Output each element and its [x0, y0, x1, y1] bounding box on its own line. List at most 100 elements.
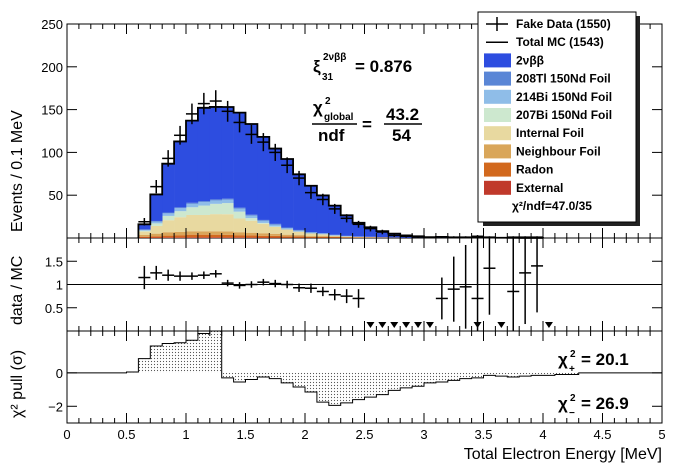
chi-global-denominator: 54	[392, 126, 411, 145]
ratio-zero-marker	[473, 322, 482, 328]
stack-bar	[269, 235, 282, 238]
stack-bar	[245, 220, 258, 233]
stack-bar	[269, 233, 282, 236]
stack-bar	[293, 174, 306, 230]
stack-bar	[352, 222, 365, 237]
legend-label: Radon	[516, 163, 553, 177]
pull-bar	[388, 372, 401, 391]
legend: Fake Data (1550) Total MC (1543) 2νββ 208Tl…	[477, 11, 640, 226]
pull-bar	[554, 372, 567, 375]
x-tick-label: 1	[182, 427, 189, 442]
x-tick-label: 3	[420, 427, 427, 442]
stack-bar	[174, 141, 187, 208]
stack-bar	[197, 231, 211, 235]
main-ytick-label: 200	[41, 60, 63, 75]
stack-bar	[138, 235, 151, 237]
pull-bar	[221, 372, 234, 378]
legend-swatch	[484, 53, 511, 68]
stack-bar	[257, 235, 270, 238]
stack-bar	[186, 234, 199, 238]
stack-bar	[186, 214, 199, 232]
pull-bar	[186, 340, 199, 373]
stack-bar	[245, 214, 258, 216]
pull-bar	[233, 372, 246, 383]
stack-bar	[138, 236, 151, 238]
pull-bar	[209, 331, 222, 373]
pull-bar	[162, 343, 175, 373]
stack-bar	[233, 232, 246, 236]
stack-bar	[233, 208, 246, 212]
pull-bar	[174, 342, 187, 373]
xi-subscript: 31	[322, 72, 334, 83]
pull-bar	[543, 372, 556, 376]
pull-bar	[435, 372, 448, 383]
stack-bar	[269, 148, 282, 224]
pull-bar	[305, 372, 318, 393]
stack-bar	[162, 215, 175, 221]
stack-bar	[150, 223, 163, 226]
stack-bar	[305, 185, 318, 233]
ratio-zero-marker	[544, 322, 553, 328]
main-ytick-label: 150	[41, 103, 63, 118]
stack-bar	[305, 236, 318, 237]
pull-bar	[293, 372, 306, 388]
legend-swatch	[484, 162, 511, 177]
stack-bar	[174, 208, 187, 212]
chi-plus-value: = 20.1	[581, 350, 629, 369]
pull-ytick-label: −2	[48, 399, 63, 414]
stack-bar	[257, 223, 270, 234]
chi-minus-annotation: χ 2 − = 26.9	[558, 393, 629, 419]
ratio-ytick-label: 1	[56, 278, 63, 293]
pull-bar	[245, 372, 258, 380]
stack-bar	[162, 163, 175, 213]
chi-plus-annotation: χ 2 + = 20.1	[558, 349, 629, 375]
stack-bar	[316, 236, 330, 238]
stack-bar	[209, 199, 222, 201]
stack-bar	[245, 232, 258, 236]
stack-bar	[174, 211, 187, 218]
legend-label: Fake Data (1550)	[516, 17, 611, 31]
pull-bar	[483, 372, 496, 376]
stack-bar	[293, 230, 306, 232]
stack-bar	[305, 236, 318, 238]
stack-bar	[316, 233, 330, 235]
stack-bar	[162, 212, 175, 214]
pull-plot	[67, 330, 662, 406]
stack-bar	[209, 231, 222, 235]
xi-symbol: ξ	[313, 57, 321, 76]
legend-label: χ²/ndf=47.0/35	[512, 199, 592, 213]
stack-bar	[257, 233, 270, 236]
pull-bar	[257, 372, 270, 377]
x-tick-label: 5	[658, 427, 665, 442]
stack-bar	[316, 195, 330, 234]
stack-bar	[328, 205, 341, 235]
stack-bar	[150, 194, 163, 221]
pull-bar	[269, 372, 282, 379]
pull-bar	[459, 372, 472, 379]
x-tick-label: 4	[539, 427, 546, 442]
pull-ytick-label: 0	[56, 366, 63, 381]
stack-bar	[174, 207, 187, 209]
main-histogram	[137, 90, 544, 239]
legend-label: Internal Foil	[516, 126, 584, 140]
stack-bar	[316, 233, 330, 234]
stack-bar	[257, 136, 270, 220]
stack-bar	[186, 203, 199, 208]
stack-bar	[197, 201, 211, 203]
stack-bar	[269, 226, 282, 234]
stack-bar	[281, 227, 294, 229]
x-tick-label: 2	[301, 427, 308, 442]
main-ylabel: Events / 0.1 MeV	[9, 110, 26, 232]
stack-bar	[150, 236, 163, 238]
stack-bar	[233, 112, 246, 208]
stack-bar	[209, 200, 222, 204]
legend-label: 2νββ	[516, 53, 544, 67]
stack-bar	[186, 207, 199, 215]
stack-bar	[293, 235, 306, 237]
stack-bar	[328, 235, 341, 236]
ratio-zero-marker	[390, 322, 399, 328]
stack-bar	[293, 229, 306, 231]
ratio-zero-marker	[378, 322, 387, 328]
pull-bar	[138, 358, 151, 373]
